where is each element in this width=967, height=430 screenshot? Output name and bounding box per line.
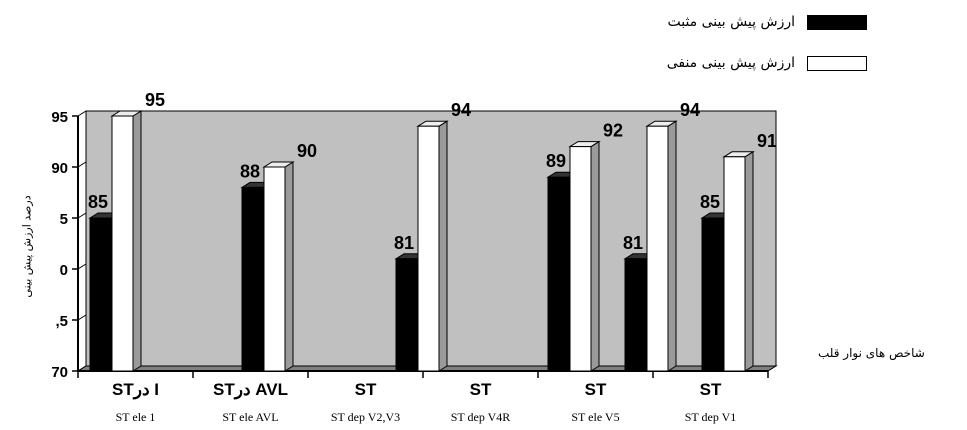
x-sublabel: ST ele AVL xyxy=(222,410,278,424)
bar-negative-label: 95 xyxy=(145,90,165,110)
bar-positive-label: 85 xyxy=(700,192,720,212)
bar-negative-side xyxy=(667,120,677,372)
x-tick-label: STدر I xyxy=(112,380,159,400)
bar-negative xyxy=(111,115,134,372)
x-tick-label: ST xyxy=(700,380,722,399)
bar-positive-label: 85 xyxy=(88,192,108,212)
y-tick-depth xyxy=(77,110,87,117)
legend-item-positive: ارزش پیش بینی مثبت xyxy=(667,14,867,30)
bar-positive-label: 81 xyxy=(623,233,643,253)
x-tick-label: ST xyxy=(470,380,492,399)
legend-swatch-positive xyxy=(807,14,867,30)
bar-positive xyxy=(395,258,418,372)
legend-swatch-negative xyxy=(807,55,867,71)
x-sublabel: ST ele 1 xyxy=(116,410,156,424)
bar-negative-label: 91 xyxy=(757,131,777,151)
bar-negative-side xyxy=(590,140,600,372)
bar-positive xyxy=(624,258,647,372)
y-tick-label: 0 xyxy=(60,262,68,279)
bar-positive xyxy=(701,217,724,372)
legend-label-negative: ارزش پیش بینی منفی xyxy=(666,55,795,71)
bar-positive xyxy=(547,176,570,372)
bar-positive-label: 81 xyxy=(394,233,414,253)
x-sublabel: ST dep V2,V3 xyxy=(331,410,400,424)
bar-positive-label: 88 xyxy=(240,161,260,181)
bar-positive xyxy=(89,217,112,372)
y-tick-depth xyxy=(77,314,87,321)
bar-negative-side xyxy=(284,161,294,372)
x-sublabel: ST dep V4R xyxy=(451,410,511,424)
bar-negative-label: 94 xyxy=(680,100,700,120)
x-tick-label: ST xyxy=(585,380,607,399)
bar-negative xyxy=(569,146,592,372)
x-tick-label: ST xyxy=(355,380,377,399)
bar-negative-side xyxy=(438,120,448,372)
legend-item-negative: ارزش پیش بینی منفی xyxy=(667,55,867,71)
bar-negative-side xyxy=(132,110,142,372)
y-tick-depth xyxy=(77,212,87,219)
x-sublabel: ST ele V5 xyxy=(571,410,619,424)
x-tick-label: STدر AVL xyxy=(213,380,288,400)
y-tick-label: 70 xyxy=(51,364,68,381)
bar-positive xyxy=(241,186,264,372)
bar-negative xyxy=(723,156,746,372)
y-tick-label: 5 xyxy=(60,211,68,228)
bar-negative xyxy=(263,166,286,372)
y-tick-depth xyxy=(77,263,87,270)
bar-negative xyxy=(646,125,669,372)
bar-negative-label: 90 xyxy=(297,141,317,161)
y-tick-label: ,5 xyxy=(55,313,68,330)
bar-positive-label: 89 xyxy=(546,151,566,171)
y-tick-depth xyxy=(77,161,87,168)
y-tick-label: 95 xyxy=(51,109,68,126)
y-tick-label: 90 xyxy=(51,160,68,177)
bar-negative xyxy=(417,125,440,372)
bar-negative-side xyxy=(744,150,754,372)
legend-label-positive: ارزش پیش بینی مثبت xyxy=(667,14,795,30)
x-sublabel: ST dep V1 xyxy=(685,410,737,424)
bar-negative-label: 92 xyxy=(603,121,623,141)
bar-negative-label: 94 xyxy=(451,100,471,120)
x-axis-title: شاخص های نوار قلب xyxy=(818,346,925,360)
